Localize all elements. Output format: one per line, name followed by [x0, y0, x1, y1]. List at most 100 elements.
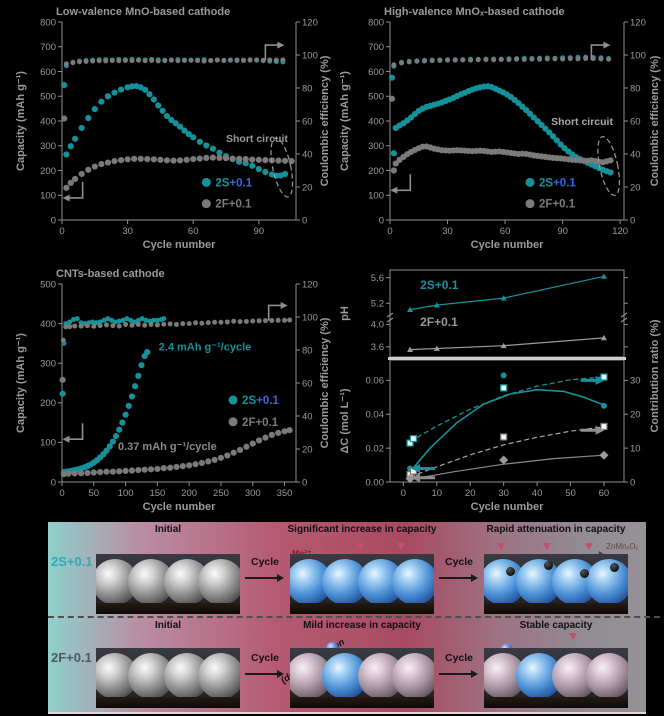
cycle-connector: Cycle [434, 618, 484, 710]
svg-text:0: 0 [401, 488, 406, 499]
svg-text:0.00: 0.00 [366, 477, 385, 488]
svg-text:0.02: 0.02 [366, 443, 385, 454]
svg-text:100: 100 [302, 312, 318, 323]
svg-text:20: 20 [302, 182, 313, 193]
svg-text:100: 100 [630, 50, 646, 61]
svg-text:100: 100 [40, 438, 56, 449]
svg-text:20: 20 [302, 444, 313, 455]
svg-text:100: 100 [40, 191, 56, 202]
svg-text:0: 0 [630, 215, 635, 226]
svg-text:300: 300 [40, 359, 56, 370]
svg-text:ΔC (mol L⁻¹): ΔC (mol L⁻¹) [339, 388, 351, 453]
chart-low-valence-mno-cathode: 0100200300400500600700800020406080100120… [15, 6, 331, 251]
svg-text:40: 40 [630, 149, 641, 160]
svg-text:20: 20 [630, 410, 641, 421]
svg-text:Capacity (mAh g⁻¹): Capacity (mAh g⁻¹) [15, 71, 27, 171]
svg-text:2.4 mAh g⁻¹/cycle: 2.4 mAh g⁻¹/cycle [159, 342, 252, 354]
right-arrow-icon [439, 670, 478, 678]
mn-ion-label: Mn²⁺ [292, 548, 312, 558]
svg-text:2F+0.1: 2F+0.1 [420, 315, 458, 329]
right-arrow-icon [245, 670, 284, 678]
svg-text:0: 0 [59, 226, 64, 237]
svg-text:4.0: 4.0 [371, 320, 384, 331]
svg-text:CNTs-based cathode: CNTs-based cathode [56, 268, 165, 280]
svg-text:2S+0.1: 2S+0.1 [420, 278, 459, 292]
svg-text:700: 700 [368, 42, 384, 53]
svg-text:120: 120 [612, 226, 628, 237]
svg-text:60: 60 [599, 488, 610, 499]
chart-high-valence-mnox-cathode: 0100200300400500600700800020406080100120… [339, 6, 661, 251]
svg-text:50: 50 [89, 488, 100, 499]
electrode-image-gray [96, 648, 240, 708]
svg-text:350: 350 [277, 488, 293, 499]
svg-text:30: 30 [630, 376, 641, 387]
electrode-substrate [96, 697, 240, 708]
svg-text:300: 300 [40, 141, 56, 152]
stage-2f-initial: Initial [96, 618, 240, 710]
svg-text:20: 20 [630, 182, 641, 193]
svg-text:2S+0.1: 2S+0.1 [215, 177, 252, 189]
svg-text:Low-valence MnO-based cathode: Low-valence MnO-based cathode [56, 6, 230, 18]
electrode-image-stable [484, 648, 628, 708]
svg-text:80: 80 [302, 83, 313, 94]
svg-text:Short circuit: Short circuit [226, 133, 288, 145]
byproduct-particle [544, 561, 553, 570]
svg-text:0: 0 [387, 226, 392, 237]
svg-text:Short circuit: Short circuit [551, 116, 613, 128]
electrode-image-mno2-deposit [290, 554, 434, 614]
row-label-2f: 2F+0.1 [51, 650, 92, 665]
svg-text:Cycle number: Cycle number [471, 501, 544, 513]
svg-text:5.6: 5.6 [371, 273, 384, 284]
schematic-row-2s: 2S+0.1 Initial Cycle Significant increas… [48, 522, 646, 616]
electrode-substrate [484, 603, 628, 614]
svg-text:60: 60 [630, 116, 641, 127]
svg-text:150: 150 [149, 488, 165, 499]
svg-text:500: 500 [40, 92, 56, 103]
svg-text:90: 90 [254, 226, 265, 237]
svg-text:200: 200 [181, 488, 197, 499]
svg-text:Capacity (mAh g⁻¹): Capacity (mAh g⁻¹) [339, 71, 351, 171]
svg-text:Cycle number: Cycle number [471, 239, 544, 251]
electrode-image-gray [96, 554, 240, 614]
svg-text:300: 300 [245, 488, 261, 499]
byproduct-particle [506, 567, 515, 576]
svg-text:600: 600 [40, 67, 56, 78]
svg-text:700: 700 [40, 42, 56, 53]
electrode-image-byproduct [484, 554, 628, 614]
svg-text:600: 600 [368, 67, 384, 78]
svg-text:5.2: 5.2 [371, 299, 384, 310]
stage-caption: Mild increase in capacity [303, 620, 421, 631]
svg-text:800: 800 [40, 17, 56, 28]
svg-text:500: 500 [368, 92, 384, 103]
stage-2f-mild-increase: Mild increase in capacity (de)intercalat… [279, 618, 434, 710]
svg-text:Coulombic efficiency (%): Coulombic efficiency (%) [319, 317, 331, 448]
svg-text:40: 40 [302, 149, 313, 160]
svg-text:400: 400 [40, 116, 56, 127]
svg-text:0: 0 [51, 215, 56, 226]
svg-text:250: 250 [213, 488, 229, 499]
svg-text:0: 0 [379, 215, 384, 226]
svg-text:2F+0.1: 2F+0.1 [539, 199, 576, 211]
svg-text:0: 0 [302, 477, 307, 488]
svg-text:60: 60 [302, 378, 313, 389]
stage-caption: Initial [154, 620, 182, 631]
svg-text:400: 400 [368, 116, 384, 127]
svg-text:500: 500 [40, 279, 56, 290]
svg-text:100: 100 [118, 488, 134, 499]
svg-text:60: 60 [188, 226, 199, 237]
svg-text:200: 200 [40, 398, 56, 409]
svg-text:800: 800 [368, 17, 384, 28]
svg-text:0.06: 0.06 [366, 376, 385, 387]
chart-cnts-cathode: 0 100 200 300 400 500 0 20 40 60 80 100 120 0 50 100 150… [15, 268, 331, 513]
svg-text:Cycle number: Cycle number [143, 501, 216, 513]
svg-text:100: 100 [368, 191, 384, 202]
svg-text:120: 120 [302, 17, 318, 28]
svg-text:50: 50 [565, 488, 576, 499]
svg-text:Coulombic efficiency (%): Coulombic efficiency (%) [319, 55, 331, 186]
stage-2s-initial: Initial [96, 522, 240, 616]
byproduct-particle [580, 569, 589, 578]
svg-text:100: 100 [302, 50, 318, 61]
svg-text:Coulombic efficiency (%): Coulombic efficiency (%) [649, 55, 661, 186]
svg-text:Cycle number: Cycle number [143, 239, 216, 251]
svg-text:80: 80 [630, 83, 641, 94]
